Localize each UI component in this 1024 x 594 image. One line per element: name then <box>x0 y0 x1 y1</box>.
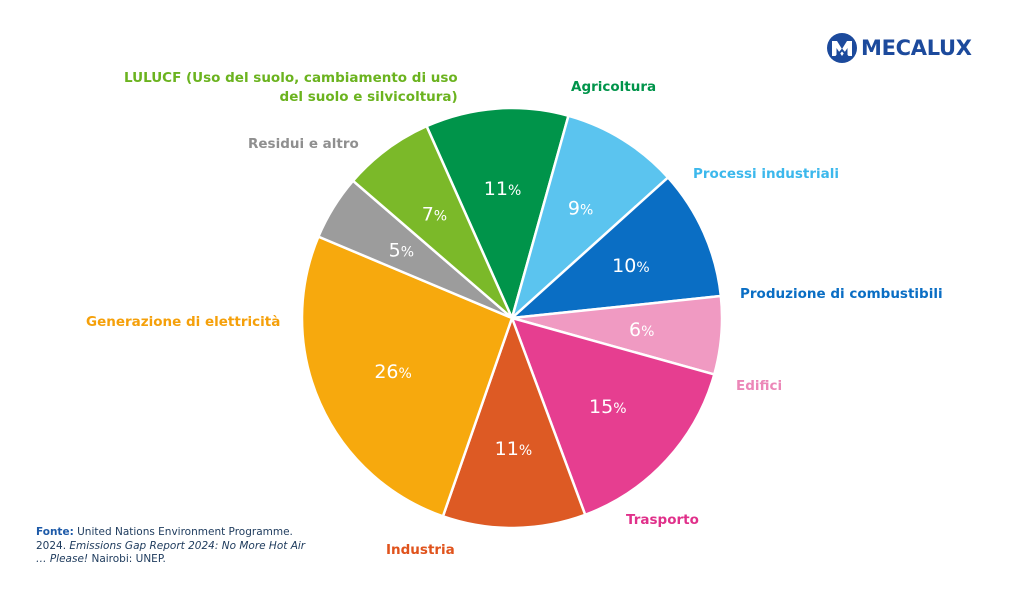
category-label-line: LULUCF (Uso del suolo, cambiamento di us… <box>124 70 458 86</box>
brand-logo: MECALUX <box>826 32 972 64</box>
pie-value-labels: 11% 9% 10% 6% 15% 11% 26% 5% 7% <box>374 178 654 460</box>
source-report-title: Emissions Gap Report 2024: No More Hot A… <box>36 539 306 566</box>
category-label-line: del suolo e silvicoltura) <box>279 89 458 105</box>
value-label-edifici: 6% <box>629 319 654 341</box>
category-label-processi-industriali: Processi industriali <box>693 166 840 182</box>
value-label-generazione-di-elettricita: 26% <box>374 361 412 383</box>
category-label-industria: Industria <box>386 542 455 558</box>
pie-slice-processi-industriali <box>510 114 670 320</box>
value-label-lulucf: 7% <box>422 204 447 226</box>
source-text-2: Nairobi: UNEP. <box>91 553 166 565</box>
category-label-generazione-di-elettricita: Generazione di elettricità <box>86 314 281 330</box>
mecalux-logo-icon <box>827 33 857 63</box>
value-label-industria: 11% <box>495 438 533 460</box>
pie-slice-produzione-di-combustibili <box>510 176 723 320</box>
pie-slice-generazione-di-elettricita <box>300 235 514 518</box>
category-label-edifici: Edifici <box>736 378 783 394</box>
value-label-agricoltura: 11% <box>484 178 522 200</box>
source-label: Fonte: <box>36 526 74 538</box>
pie-slice-trasporto <box>510 316 716 517</box>
pie-slice-lulucf <box>351 124 514 320</box>
pie-slice-industria <box>441 316 587 530</box>
category-label-agricoltura: Agricoltura <box>571 79 657 95</box>
value-label-produzione-di-combustibili: 10% <box>612 255 650 277</box>
pie-slices <box>299 105 725 531</box>
value-label-trasporto: 15% <box>589 396 627 418</box>
brand-name: MECALUX <box>861 36 972 60</box>
category-label-trasporto: Trasporto <box>626 512 699 528</box>
source-text-1: United Nations Environment Programme. 20… <box>36 526 293 552</box>
value-label-processi-industriali: 9% <box>568 197 593 219</box>
value-label-residui-e-altro: 5% <box>389 239 414 261</box>
pie-slice-agricoltura <box>425 106 570 320</box>
category-label-produzione-di-combustibili: Produzione di combustibili <box>740 286 943 302</box>
category-label-residui-e-altro: Residui e altro <box>248 136 359 152</box>
source-note: Fonte: United Nations Environment Progra… <box>36 526 316 567</box>
category-label-lulucf: LULUCF (Uso del suolo, cambiamento di us… <box>124 69 458 107</box>
